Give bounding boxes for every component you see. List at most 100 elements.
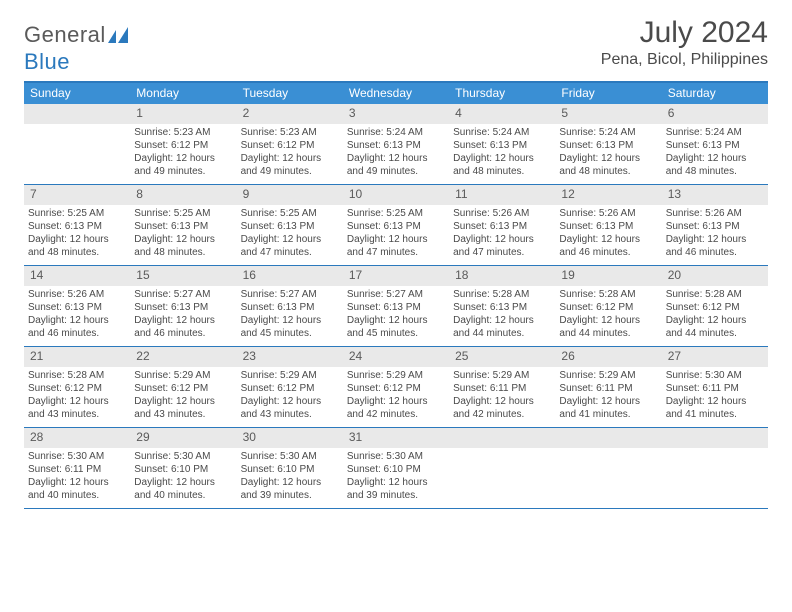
week-row: 14Sunrise: 5:26 AMSunset: 6:13 PMDayligh… — [24, 266, 768, 347]
sunrise-line: Sunrise: 5:27 AM — [241, 288, 339, 301]
sunset-line: Sunset: 6:11 PM — [559, 382, 657, 395]
sunrise-line: Sunrise: 5:26 AM — [559, 207, 657, 220]
day-cell: 14Sunrise: 5:26 AMSunset: 6:13 PMDayligh… — [24, 266, 130, 346]
sunset-line: Sunset: 6:11 PM — [453, 382, 551, 395]
sunrise-line: Sunrise: 5:29 AM — [347, 369, 445, 382]
day-cell — [662, 428, 768, 508]
sunset-line: Sunset: 6:12 PM — [347, 382, 445, 395]
sunset-line: Sunset: 6:13 PM — [241, 220, 339, 233]
daylight-line: Daylight: 12 hours and 49 minutes. — [134, 152, 232, 178]
day-cell: 18Sunrise: 5:28 AMSunset: 6:13 PMDayligh… — [449, 266, 555, 346]
day-number: 14 — [24, 266, 130, 286]
day-cell: 3Sunrise: 5:24 AMSunset: 6:13 PMDaylight… — [343, 104, 449, 184]
day-cell: 31Sunrise: 5:30 AMSunset: 6:10 PMDayligh… — [343, 428, 449, 508]
sunrise-line: Sunrise: 5:26 AM — [666, 207, 764, 220]
daylight-line: Daylight: 12 hours and 43 minutes. — [241, 395, 339, 421]
header: General Blue July 2024 Pena, Bicol, Phil… — [24, 16, 768, 75]
sunrise-line: Sunrise: 5:29 AM — [453, 369, 551, 382]
weeks-container: 1Sunrise: 5:23 AMSunset: 6:12 PMDaylight… — [24, 104, 768, 509]
daylight-line: Daylight: 12 hours and 41 minutes. — [559, 395, 657, 421]
sunset-line: Sunset: 6:12 PM — [241, 139, 339, 152]
sunset-line: Sunset: 6:13 PM — [28, 301, 126, 314]
week-row: 28Sunrise: 5:30 AMSunset: 6:11 PMDayligh… — [24, 428, 768, 509]
sunrise-line: Sunrise: 5:29 AM — [559, 369, 657, 382]
sunset-line: Sunset: 6:13 PM — [453, 301, 551, 314]
day-cell: 29Sunrise: 5:30 AMSunset: 6:10 PMDayligh… — [130, 428, 236, 508]
sunset-line: Sunset: 6:13 PM — [559, 139, 657, 152]
dow-monday: Monday — [130, 83, 236, 104]
day-cell: 12Sunrise: 5:26 AMSunset: 6:13 PMDayligh… — [555, 185, 661, 265]
week-row: 7Sunrise: 5:25 AMSunset: 6:13 PMDaylight… — [24, 185, 768, 266]
sunset-line: Sunset: 6:10 PM — [241, 463, 339, 476]
day-cell: 19Sunrise: 5:28 AMSunset: 6:12 PMDayligh… — [555, 266, 661, 346]
title-block: July 2024 Pena, Bicol, Philippines — [601, 16, 768, 69]
day-number: 15 — [130, 266, 236, 286]
brand-text: General Blue — [24, 22, 130, 75]
day-cell: 13Sunrise: 5:26 AMSunset: 6:13 PMDayligh… — [662, 185, 768, 265]
daylight-line: Daylight: 12 hours and 45 minutes. — [241, 314, 339, 340]
day-number: 24 — [343, 347, 449, 367]
day-cell: 11Sunrise: 5:26 AMSunset: 6:13 PMDayligh… — [449, 185, 555, 265]
day-number: 8 — [130, 185, 236, 205]
sunrise-line: Sunrise: 5:24 AM — [559, 126, 657, 139]
calendar: Sunday Monday Tuesday Wednesday Thursday… — [24, 81, 768, 509]
sunset-line: Sunset: 6:13 PM — [347, 139, 445, 152]
daylight-line: Daylight: 12 hours and 43 minutes. — [28, 395, 126, 421]
day-number: 20 — [662, 266, 768, 286]
sunrise-line: Sunrise: 5:28 AM — [453, 288, 551, 301]
day-cell: 8Sunrise: 5:25 AMSunset: 6:13 PMDaylight… — [130, 185, 236, 265]
daylight-line: Daylight: 12 hours and 40 minutes. — [134, 476, 232, 502]
sunset-line: Sunset: 6:12 PM — [559, 301, 657, 314]
day-cell: 21Sunrise: 5:28 AMSunset: 6:12 PMDayligh… — [24, 347, 130, 427]
daylight-line: Daylight: 12 hours and 49 minutes. — [241, 152, 339, 178]
brand-word1: General — [24, 22, 106, 47]
sunset-line: Sunset: 6:13 PM — [453, 139, 551, 152]
day-of-week-row: Sunday Monday Tuesday Wednesday Thursday… — [24, 83, 768, 104]
dow-sunday: Sunday — [24, 83, 130, 104]
day-cell: 24Sunrise: 5:29 AMSunset: 6:12 PMDayligh… — [343, 347, 449, 427]
sunrise-line: Sunrise: 5:28 AM — [559, 288, 657, 301]
day-cell: 30Sunrise: 5:30 AMSunset: 6:10 PMDayligh… — [237, 428, 343, 508]
sunset-line: Sunset: 6:11 PM — [666, 382, 764, 395]
day-cell: 25Sunrise: 5:29 AMSunset: 6:11 PMDayligh… — [449, 347, 555, 427]
sunset-line: Sunset: 6:13 PM — [666, 139, 764, 152]
day-number: 22 — [130, 347, 236, 367]
daylight-line: Daylight: 12 hours and 48 minutes. — [453, 152, 551, 178]
daylight-line: Daylight: 12 hours and 39 minutes. — [241, 476, 339, 502]
day-cell: 4Sunrise: 5:24 AMSunset: 6:13 PMDaylight… — [449, 104, 555, 184]
day-number: 13 — [662, 185, 768, 205]
daylight-line: Daylight: 12 hours and 46 minutes. — [559, 233, 657, 259]
sunrise-line: Sunrise: 5:29 AM — [134, 369, 232, 382]
sunset-line: Sunset: 6:13 PM — [347, 301, 445, 314]
dow-thursday: Thursday — [449, 83, 555, 104]
sunset-line: Sunset: 6:12 PM — [666, 301, 764, 314]
brand-word2: Blue — [24, 49, 70, 74]
sunrise-line: Sunrise: 5:28 AM — [666, 288, 764, 301]
sunset-line: Sunset: 6:10 PM — [134, 463, 232, 476]
day-cell: 7Sunrise: 5:25 AMSunset: 6:13 PMDaylight… — [24, 185, 130, 265]
daylight-line: Daylight: 12 hours and 44 minutes. — [559, 314, 657, 340]
day-number: 5 — [555, 104, 661, 124]
day-number: 10 — [343, 185, 449, 205]
sunset-line: Sunset: 6:10 PM — [347, 463, 445, 476]
day-number: 17 — [343, 266, 449, 286]
daylight-line: Daylight: 12 hours and 44 minutes. — [666, 314, 764, 340]
day-number: 9 — [237, 185, 343, 205]
daylight-line: Daylight: 12 hours and 43 minutes. — [134, 395, 232, 421]
day-cell: 26Sunrise: 5:29 AMSunset: 6:11 PMDayligh… — [555, 347, 661, 427]
sunrise-line: Sunrise: 5:24 AM — [666, 126, 764, 139]
sunset-line: Sunset: 6:12 PM — [28, 382, 126, 395]
sunrise-line: Sunrise: 5:23 AM — [241, 126, 339, 139]
daylight-line: Daylight: 12 hours and 42 minutes. — [453, 395, 551, 421]
day-number: 4 — [449, 104, 555, 124]
sunset-line: Sunset: 6:12 PM — [134, 139, 232, 152]
day-number: 18 — [449, 266, 555, 286]
day-number: 27 — [662, 347, 768, 367]
dow-tuesday: Tuesday — [237, 83, 343, 104]
sunset-line: Sunset: 6:13 PM — [666, 220, 764, 233]
sunrise-line: Sunrise: 5:26 AM — [453, 207, 551, 220]
day-number — [449, 428, 555, 448]
day-cell: 28Sunrise: 5:30 AMSunset: 6:11 PMDayligh… — [24, 428, 130, 508]
day-number: 1 — [130, 104, 236, 124]
sunset-line: Sunset: 6:13 PM — [134, 301, 232, 314]
